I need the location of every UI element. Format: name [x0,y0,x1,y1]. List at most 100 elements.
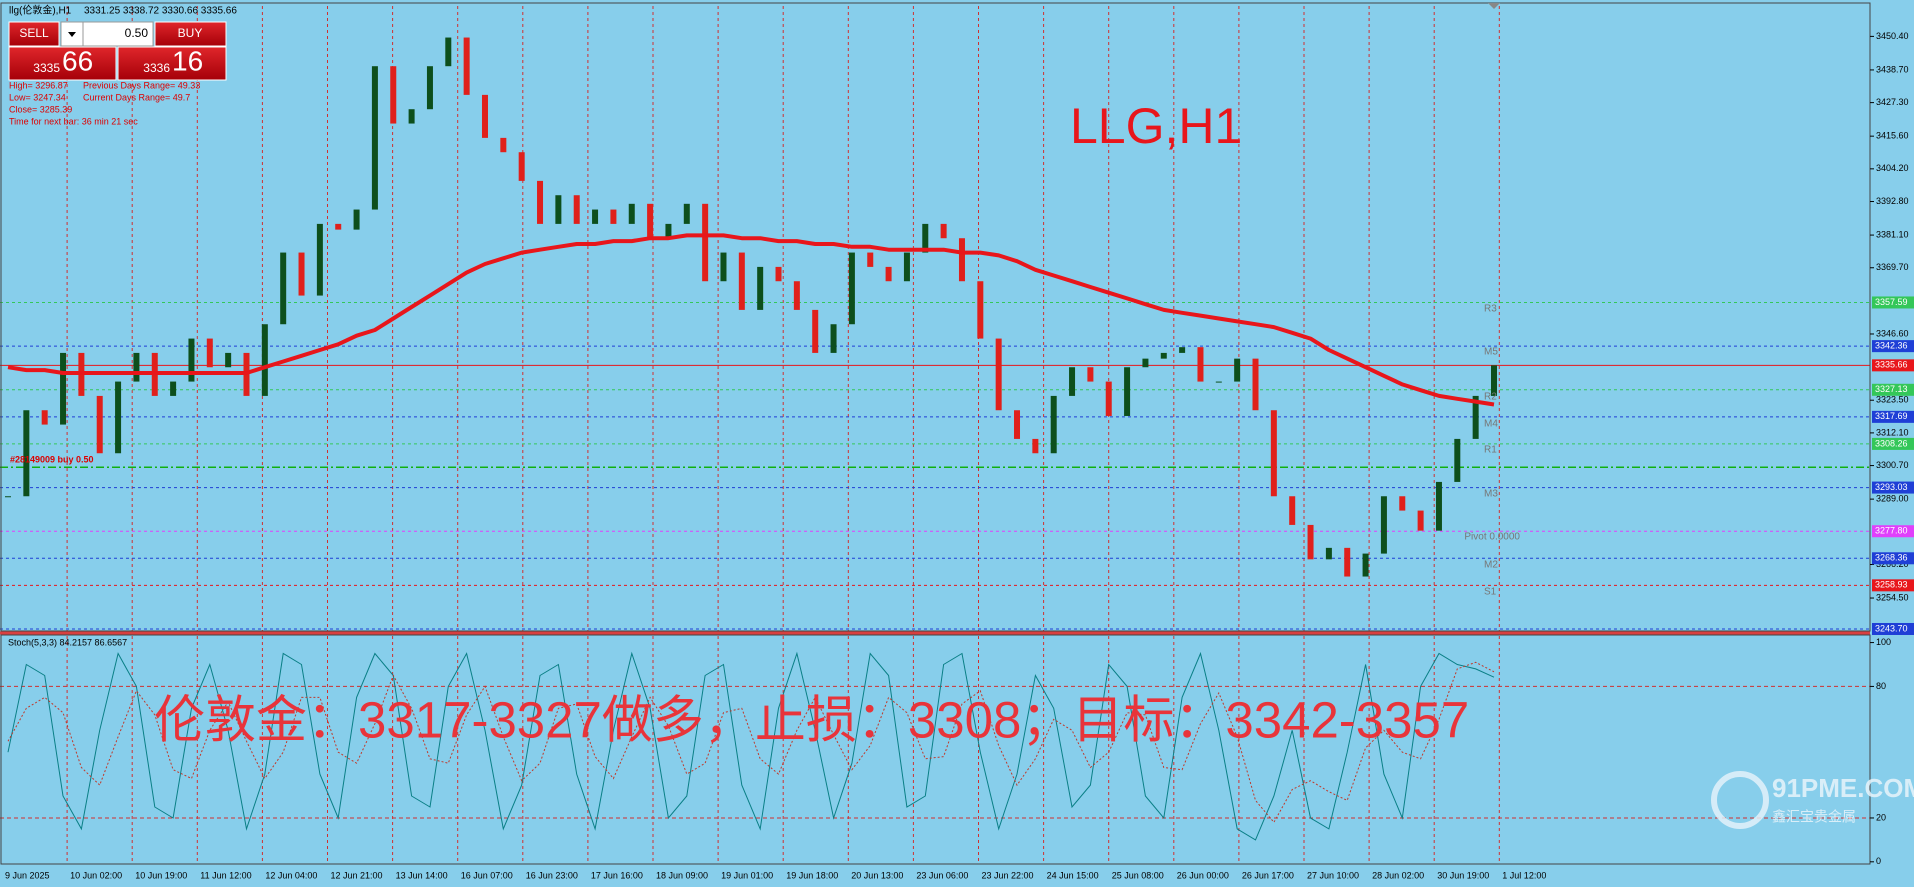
candle [1417,510,1424,531]
dropdown-arrow [68,32,76,37]
info-line: Close= 3285.39 [9,104,72,114]
buy-label[interactable]: BUY [178,26,203,40]
candle [1289,496,1296,525]
pivot-label: R3 [1484,304,1497,315]
candle [280,252,287,325]
candle [1325,547,1332,560]
level-label: 3277.80 [1875,526,1908,536]
candle [1270,410,1277,497]
candle [1179,347,1186,353]
candle [500,137,507,153]
logo-title: 91PME.COM [1772,773,1914,803]
x-tick-label: 13 Jun 14:00 [396,870,448,880]
candle [1069,367,1076,396]
candle [261,324,268,396]
x-tick-label: 16 Jun 23:00 [526,870,578,880]
pivot-label: M4 [1484,419,1498,430]
candle [922,223,929,253]
candle [1362,553,1369,577]
level-label: 3293.03 [1875,482,1908,492]
symbol-title: llg(伦敦金),H1 [9,4,72,17]
candle [647,203,654,239]
level-tag [1872,552,1914,565]
y-tick-label: 20 [1876,812,1886,822]
candle [940,223,947,239]
y-tick-label: 80 [1876,681,1886,691]
candle [1197,347,1204,382]
candle [958,238,965,282]
level-tag [1872,410,1914,423]
chart-title: LLG,H1 [1070,98,1242,154]
candle [1472,395,1479,439]
candle [702,203,709,282]
x-tick-label: 12 Jun 04:00 [265,870,317,880]
info-line: High= 3296.87 [9,80,68,90]
pivot-label: S1 [1484,587,1497,598]
candle [1344,547,1351,577]
candle [1087,367,1094,382]
candle [867,252,874,267]
x-tick-label: 16 Jun 07:00 [461,870,513,880]
x-tick-label: 1 Jul 12:00 [1502,870,1546,880]
candle [1454,438,1461,482]
logo-icon [1711,771,1769,829]
candle [848,252,855,325]
buy-price-box[interactable] [117,46,227,81]
x-tick-label: 9 Jun 2025 [5,870,50,880]
lot-value[interactable]: 0.50 [125,26,149,40]
price-frame [0,2,1871,632]
candle [830,324,837,353]
candle [573,195,580,224]
candle [353,209,360,230]
candle [60,352,67,425]
candle [1307,524,1314,560]
candle [96,395,103,454]
candle [445,37,452,67]
candle [903,252,910,282]
x-tick-label: 28 Jun 02:00 [1372,870,1424,880]
candle [555,195,562,224]
sell-label[interactable]: SELL [19,26,49,40]
x-tick-label: 20 Jun 13:00 [851,870,903,880]
level-label: 3327.13 [1875,384,1908,394]
info-line: Previous Days Range= 49.33 [83,80,200,90]
sell-price-box[interactable] [8,46,117,81]
candle [390,66,397,124]
y-tick-label: 100 [1876,637,1891,647]
candle [1252,358,1259,411]
x-tick-label: 27 Jun 10:00 [1307,870,1359,880]
candle [316,223,323,296]
stoch-title: Stoch(5,3,3) 84.2157 86.6567 [8,637,127,647]
sell-button[interactable] [8,21,60,47]
level-tag [1872,525,1914,538]
level-label: 3335.66 [1875,360,1908,370]
y-tick-label: 3438.70 [1876,64,1909,74]
x-tick-label: 25 Jun 08:00 [1112,870,1164,880]
candle [41,410,48,425]
x-tick-label: 23 Jun 06:00 [916,870,968,880]
ohlc: 3331.25 3338.72 3330.66 3335.66 [84,6,237,17]
x-tick-label: 26 Jun 00:00 [1177,870,1229,880]
candle [206,338,213,368]
pivot-label: Pivot 0.0000 [1464,532,1520,543]
candle [225,352,232,368]
y-tick-label: 3381.10 [1876,229,1909,239]
candle [683,203,690,224]
logo-subtitle: 鑫汇宝贵金属 [1772,809,1856,825]
sell-price: 3335 [33,61,60,75]
pivot-label: M2 [1484,560,1498,571]
candle [5,496,11,498]
level-label: 3357.59 [1875,297,1908,307]
lot-input[interactable] [82,21,154,47]
y-tick-label: 3450.40 [1876,31,1909,41]
y-tick-label: 3312.10 [1876,427,1909,437]
y-tick-label: 3300.70 [1876,460,1909,470]
candle [170,381,177,396]
candle [23,410,30,497]
info-line: Time for next bar: 36 min 21 sec [9,116,138,126]
level-tag [1872,437,1914,450]
candle [793,281,800,310]
buy-button[interactable] [154,21,227,47]
x-tick-label: 18 Jun 09:00 [656,870,708,880]
